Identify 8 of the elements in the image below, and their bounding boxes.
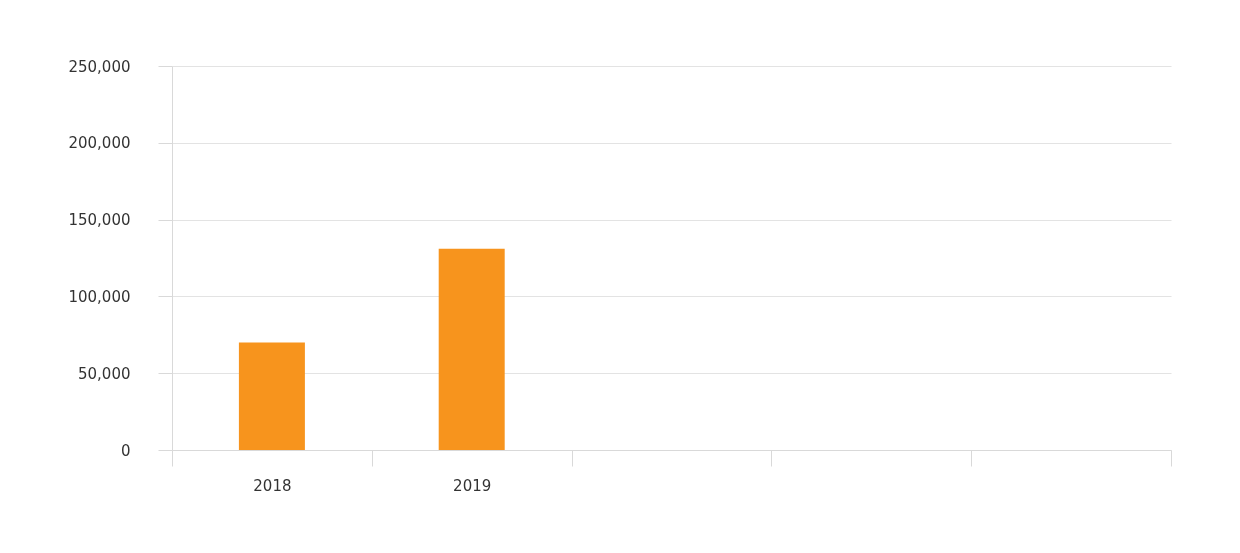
- x-tick-label: 2018: [253, 476, 292, 495]
- y-tick-label: 250,000: [68, 57, 131, 76]
- y-tick-label: 100,000: [68, 287, 131, 306]
- y-tick-label: 200,000: [68, 134, 131, 153]
- y-tick-label: 150,000: [68, 211, 131, 230]
- y-tick-label: 0: [120, 441, 131, 460]
- x-tick-label: 2019: [453, 476, 492, 495]
- y-tick-label: 50,000: [78, 364, 131, 383]
